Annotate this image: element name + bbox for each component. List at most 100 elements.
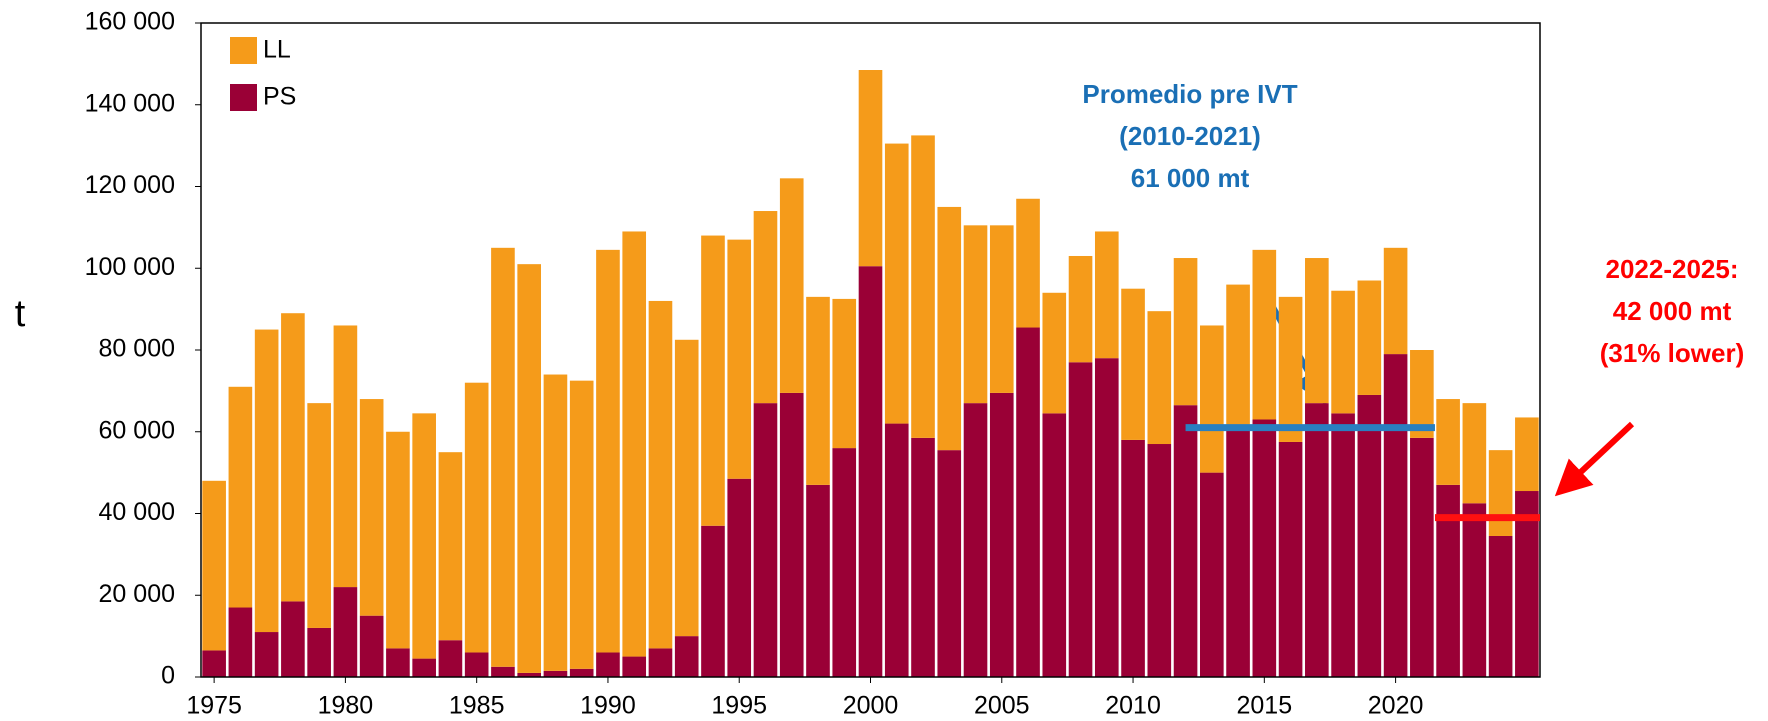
annotation: 2022-2025: xyxy=(1606,254,1739,284)
bar xyxy=(569,380,594,669)
bar xyxy=(333,325,358,588)
bar xyxy=(517,672,542,677)
bar xyxy=(281,313,305,602)
bar xyxy=(1016,198,1040,328)
bar xyxy=(1331,413,1355,677)
arrow xyxy=(1554,421,1635,497)
y-tick-label: 100 000 xyxy=(85,253,175,281)
x-tick-label: 1995 xyxy=(711,692,767,720)
bar xyxy=(832,448,857,677)
bar xyxy=(779,178,804,393)
bar xyxy=(333,587,358,677)
bar xyxy=(622,656,647,677)
bar xyxy=(1305,403,1329,677)
bar xyxy=(1383,247,1408,355)
bar xyxy=(1173,258,1198,406)
bar xyxy=(858,70,883,267)
bar xyxy=(1515,417,1539,492)
bar xyxy=(386,648,410,677)
bar xyxy=(1147,444,1172,677)
bar xyxy=(464,382,489,653)
bar xyxy=(622,231,647,657)
bar xyxy=(359,399,384,616)
bar xyxy=(648,648,673,677)
bar xyxy=(228,607,253,677)
bar xyxy=(438,640,463,677)
annotation: Promedio pre IVT xyxy=(1082,79,1297,109)
x-tick-label: 1985 xyxy=(449,692,505,720)
bar xyxy=(412,413,436,659)
bar xyxy=(1042,292,1067,414)
y-tick-label: 20 000 xyxy=(99,580,175,608)
bar xyxy=(491,666,515,677)
x-tick-label: 2005 xyxy=(974,692,1030,720)
bar xyxy=(1383,354,1408,677)
bar xyxy=(464,652,489,677)
bar xyxy=(412,658,436,677)
bar xyxy=(674,339,699,637)
bar xyxy=(1094,231,1119,359)
bar xyxy=(202,650,226,677)
annotation: (2010-2021) xyxy=(1119,121,1261,151)
bar xyxy=(1410,350,1434,438)
bar xyxy=(438,452,463,641)
bar xyxy=(1488,450,1513,536)
bar xyxy=(832,298,857,449)
bar xyxy=(727,478,752,677)
bar xyxy=(254,632,279,677)
bar xyxy=(254,329,279,633)
bar xyxy=(1436,484,1460,677)
bar xyxy=(1068,362,1093,677)
bar xyxy=(884,143,909,424)
bar xyxy=(307,403,331,628)
bar xyxy=(858,266,883,677)
bar xyxy=(202,480,226,651)
x-tick-label: 2010 xyxy=(1105,692,1161,720)
legend-label: LL xyxy=(263,36,291,64)
bar xyxy=(1410,437,1434,677)
bar xyxy=(1226,427,1250,677)
bar xyxy=(1199,325,1224,473)
bar xyxy=(1436,399,1460,485)
bar xyxy=(386,431,410,649)
y-tick-label: 120 000 xyxy=(85,171,175,199)
y-tick-label: 140 000 xyxy=(85,89,175,117)
bar xyxy=(1357,394,1382,677)
annotation: 42 000 mt xyxy=(1613,296,1732,326)
bar xyxy=(648,300,673,649)
bar xyxy=(911,135,935,438)
annotation: (31% lower) xyxy=(1600,338,1745,368)
y-tick-label: 0 xyxy=(161,662,175,690)
bar xyxy=(963,403,988,677)
bar xyxy=(1199,472,1224,677)
y-tick-label: 60 000 xyxy=(99,416,175,444)
bar xyxy=(1016,327,1040,677)
bar xyxy=(1278,441,1303,677)
y-tick-label: 160 000 xyxy=(85,8,175,36)
bar xyxy=(359,615,384,677)
bar xyxy=(806,484,830,677)
y-tick-label: 40 000 xyxy=(99,498,175,526)
bar xyxy=(1147,311,1172,445)
bar xyxy=(1488,535,1513,677)
bar xyxy=(989,225,1014,393)
bar xyxy=(1173,405,1198,677)
x-tick-label: 1975 xyxy=(186,692,242,720)
bar xyxy=(727,239,752,479)
x-tick-label: 2000 xyxy=(843,692,899,720)
bar xyxy=(1121,439,1145,677)
x-tick-label: 2020 xyxy=(1368,692,1424,720)
bar xyxy=(543,670,568,677)
bar xyxy=(1462,403,1487,504)
bar xyxy=(1357,280,1382,395)
y-axis-label: t xyxy=(15,293,26,335)
bar xyxy=(779,392,804,677)
bar xyxy=(1042,413,1067,677)
bar xyxy=(1278,296,1303,442)
legend-swatch xyxy=(230,84,257,111)
bar xyxy=(307,627,331,677)
y-tick-label: 80 000 xyxy=(99,335,175,363)
bar xyxy=(596,652,620,677)
bar xyxy=(753,403,778,677)
